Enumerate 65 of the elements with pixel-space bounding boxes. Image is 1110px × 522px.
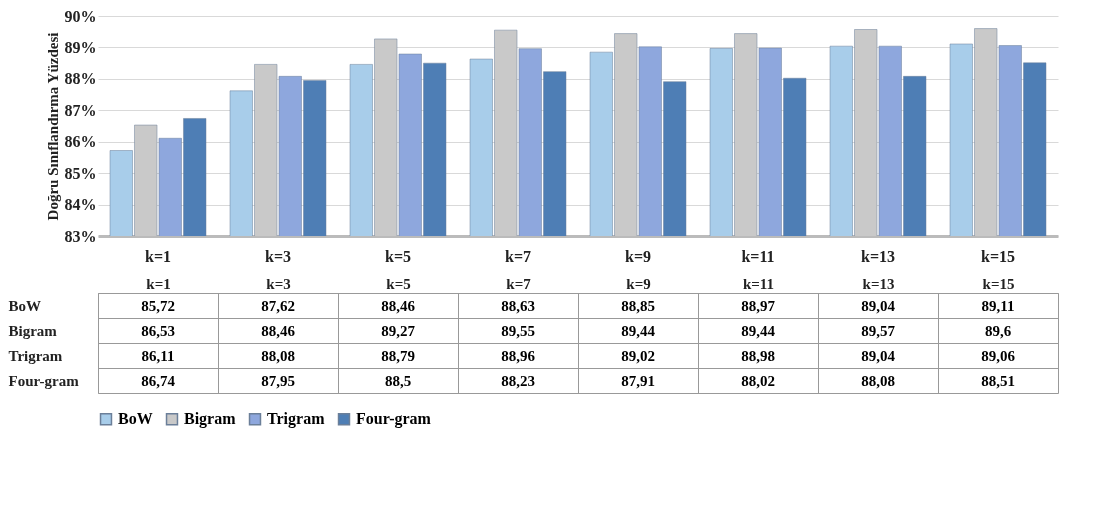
data-label: 88,79 [381,347,415,364]
x-tick-label: k=9 [624,247,652,265]
data-label: 89,6 [984,322,1012,339]
data-label: 86,53 [141,322,175,339]
data-label: 88,23 [501,372,535,389]
legend-label: Four-gram [356,410,432,429]
data-label: 89,04 [861,347,896,364]
x-tick-label: k=11 [741,247,775,265]
data-label: 88,97 [741,297,776,314]
category-label: k=9 [626,275,651,292]
text: Trigram [8,348,63,364]
text: Bigram [8,323,57,339]
y-tick-label: 86% [64,133,97,151]
data-label: 89,06 [981,347,1016,364]
data-label: 89,04 [861,297,896,314]
data-label: 89,57 [861,322,896,339]
x-tick-label: k=7 [504,247,532,265]
text: Four-gram [8,373,79,389]
y-tick-label: 88% [64,70,97,88]
category-label: k=11 [742,275,775,292]
data-label: 88,08 [861,372,895,389]
data-label: 88,96 [501,347,536,364]
data-label: 89,55 [501,322,535,339]
data-label: 88,51 [981,372,1015,389]
data-label: 89,44 [621,322,656,339]
x-tick-label: k=5 [384,247,412,265]
data-label: 86,11 [141,347,175,364]
data-label: 87,95 [261,372,295,389]
x-tick-label: k=3 [264,247,292,265]
data-label: 88,98 [741,347,775,364]
legend-label: BoW [118,410,153,428]
x-tick-label: k=13 [860,247,896,265]
data-label: 87,62 [261,297,295,314]
data-label: 85,72 [141,297,175,314]
data-label: 87,91 [621,372,655,389]
x-tick-label: k=1 [144,247,172,265]
data-label: 88,46 [261,322,296,339]
data-label: 88,46 [381,297,416,314]
data-label: 88,08 [261,347,295,364]
x-tick-label: k=15 [980,247,1016,265]
data-label: 86,74 [141,372,176,389]
category-label: k=1 [146,275,171,292]
legend-label: Bigram [184,410,237,429]
data-label: 89,27 [381,322,416,339]
category-label: k=7 [506,275,531,292]
y-tick-label: 84% [64,196,97,214]
category-label: k=3 [266,275,291,292]
data-label: 88,85 [621,297,655,314]
category-label: k=13 [862,275,895,292]
data-label: 89,44 [741,322,776,339]
y-tick-label: 90% [64,7,97,25]
data-label: 89,11 [981,297,1015,314]
y-tick-label: 87% [64,101,97,119]
data-label: 88,02 [741,372,775,389]
y-tick-label: 83% [64,227,97,245]
data-label: 89,02 [621,347,655,364]
category-label: k=15 [982,275,1015,292]
category-label: k=5 [386,275,411,292]
text: BoW [8,298,42,314]
y-tick-label: 89% [64,38,97,56]
legend-label: Trigram [267,410,326,429]
data-label: 88,63 [501,297,535,314]
y-tick-label: 85% [64,164,97,182]
data-label: 88,5 [384,372,412,389]
y-axis-title: Doğru Sınıflandırma Yüzdesi [44,32,61,221]
